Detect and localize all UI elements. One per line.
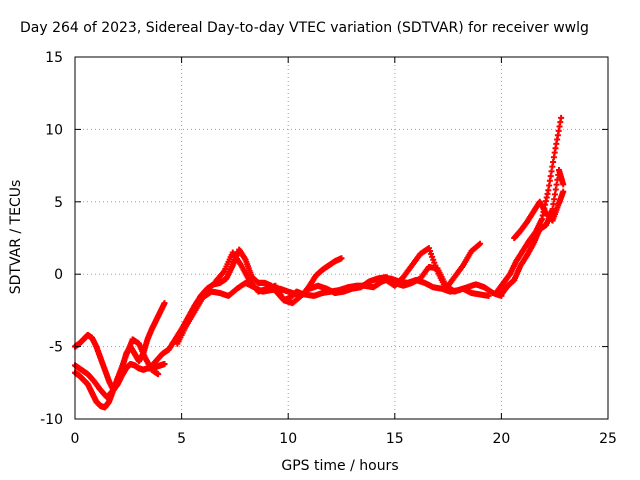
data-point — [161, 360, 168, 367]
data-point — [560, 181, 567, 188]
x-tick-label: 15 — [386, 431, 404, 447]
y-tick-label: 10 — [45, 122, 63, 138]
series-6 — [212, 249, 492, 307]
chart-title: Day 264 of 2023, Sidereal Day-to-day VTE… — [20, 20, 589, 36]
x-axis-title: GPS time / hours — [281, 458, 398, 474]
data-point — [155, 371, 162, 378]
y-tick-label: -5 — [49, 340, 63, 356]
x-tick-label: 25 — [599, 431, 617, 447]
y-tick-label: 5 — [54, 195, 63, 211]
axis-ticks: 0 5 10 15 20 25 -10 -5 0 5 10 15 — [40, 50, 617, 447]
series-3 — [72, 336, 162, 401]
data-point — [558, 114, 565, 121]
y-tick-label: 0 — [54, 267, 63, 283]
x-tick-label: 0 — [71, 431, 80, 447]
y-tick-label: 15 — [45, 50, 63, 66]
x-tick-label: 10 — [279, 431, 297, 447]
data-points — [72, 114, 567, 411]
series-2 — [72, 300, 168, 411]
x-tick-label: 20 — [492, 431, 510, 447]
data-point — [560, 188, 567, 195]
data-point — [161, 300, 168, 307]
series-7 — [383, 240, 484, 292]
series-8 — [494, 114, 565, 295]
series-5 — [174, 275, 505, 347]
plot-frame — [74, 56, 609, 420]
y-tick-label: -10 — [40, 412, 63, 428]
y-axis-title: SDTVAR / TECUs — [8, 180, 24, 295]
series-4 — [146, 246, 345, 372]
data-point — [485, 292, 492, 299]
data-point — [477, 240, 484, 247]
data-point — [338, 255, 345, 262]
x-tick-label: 5 — [177, 431, 186, 447]
series-10 — [511, 188, 567, 241]
